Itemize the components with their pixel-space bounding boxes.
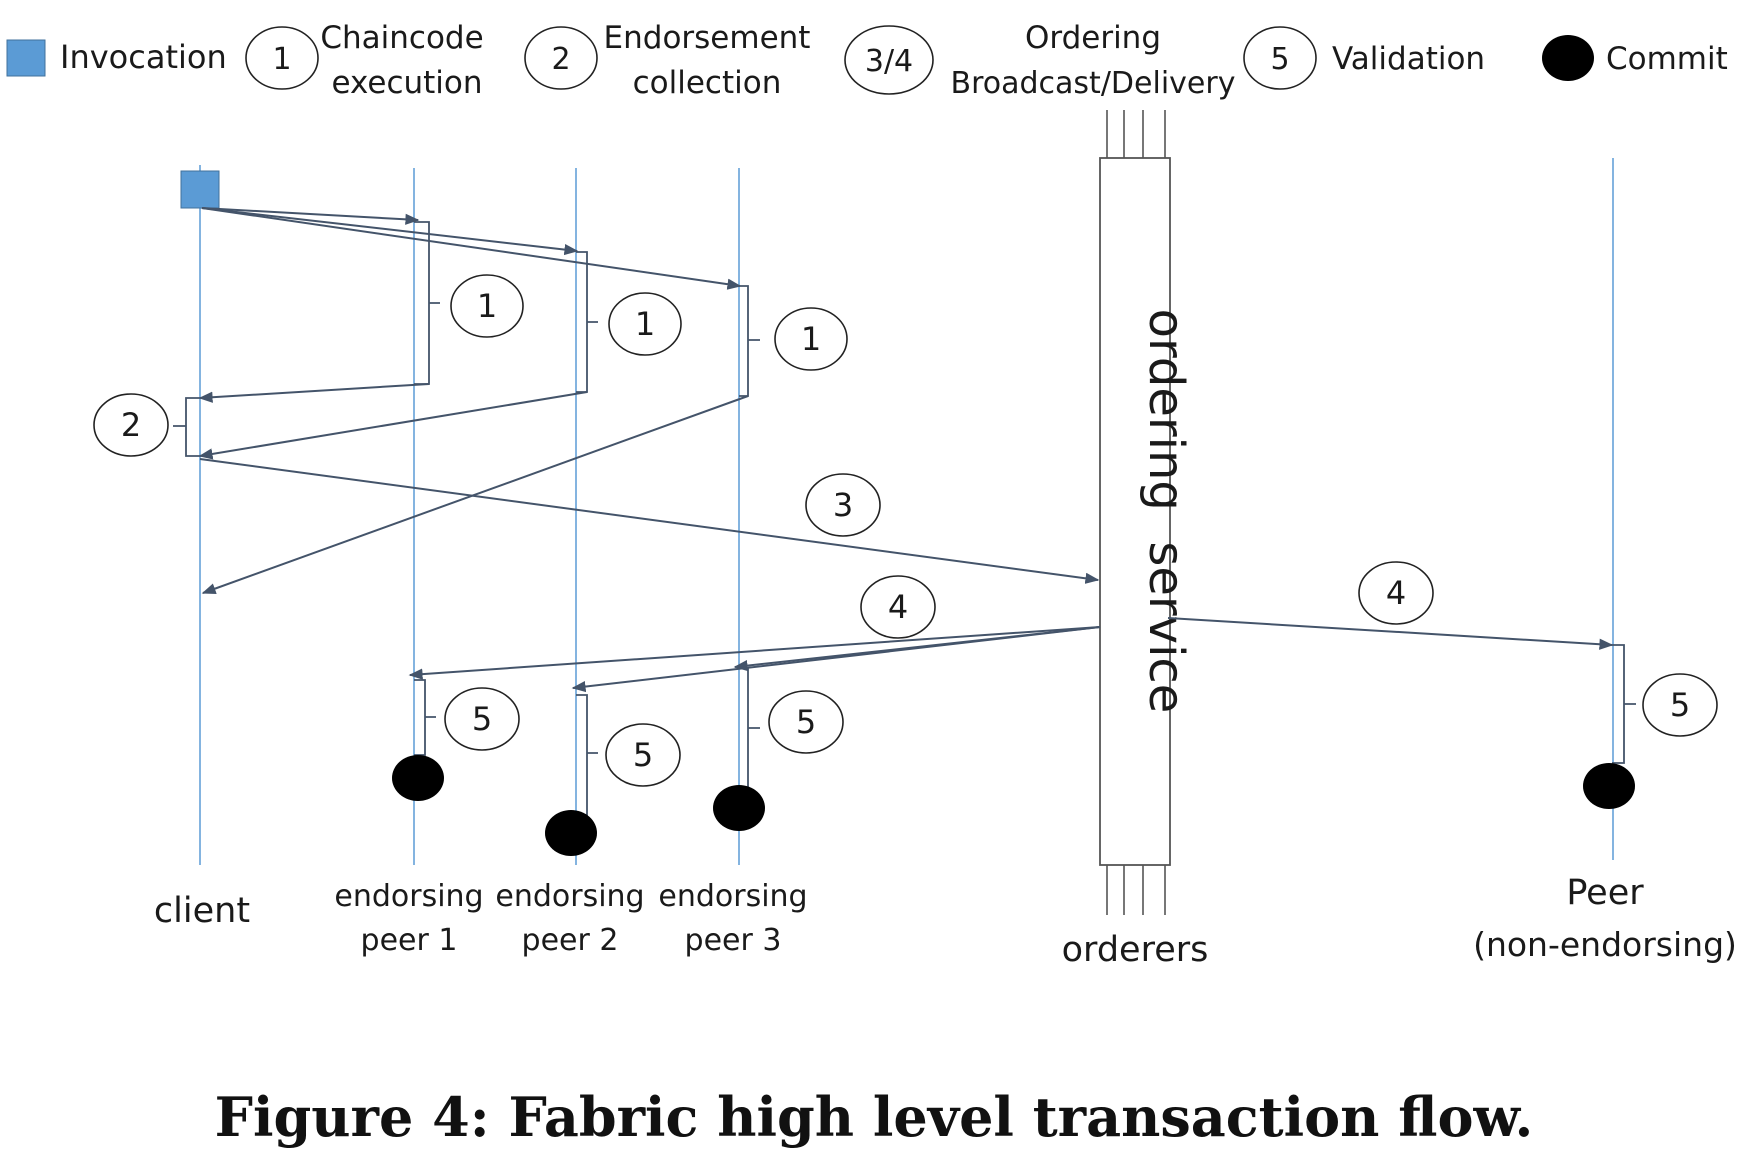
- deliver-arrow-peer3: [733, 626, 1101, 672]
- legend-invocation: Invocation: [60, 38, 227, 76]
- step-label-exec-peer1: 1: [477, 287, 497, 325]
- step-label-deliver-right: 4: [1386, 574, 1406, 612]
- actor-labels: client endorsing peer 1 endorsing peer 2…: [154, 873, 1737, 970]
- step-label-validate-peer3: 5: [796, 703, 816, 741]
- exec-brace-peer3: [739, 285, 760, 397]
- invocation-legend-square: [6, 39, 46, 77]
- legend-endorsement-marker: 2: [551, 42, 570, 77]
- legend-ordering-line2: Broadcast/Delivery: [951, 66, 1236, 101]
- peer3-label-line1: endorsing: [658, 879, 807, 914]
- step-bubble-validate-peer-nonendorsing: [1642, 673, 1718, 737]
- legend-endorsement-line2: collection: [633, 65, 782, 101]
- step-label-broadcast: 3: [833, 486, 853, 524]
- step-bubble-validate-peer1: [444, 687, 520, 751]
- commit-dot-peer1: [392, 755, 444, 801]
- exec-brace-peer2: [576, 251, 598, 393]
- step-bubble-collect: [93, 393, 169, 457]
- arrows: [198, 207, 1614, 693]
- step-label-validate-peer1: 5: [472, 700, 492, 738]
- step-bubble-exec-peer2: [608, 292, 682, 356]
- step-label-exec-peer3: 1: [801, 320, 821, 358]
- step-bubbles: 1 1 1 2 3 4 4 5 5 5 5: [93, 274, 1718, 787]
- legend-ordering-marker: 3/4: [865, 44, 913, 79]
- invocation-square: [180, 170, 220, 209]
- legend-chaincode-line2: execution: [331, 65, 482, 101]
- step-bubble-validate-peer2: [605, 723, 681, 787]
- commit-dot-peer-nonendorsing: [1583, 763, 1635, 809]
- legend-chaincode-marker: 1: [272, 42, 291, 77]
- step-label-validate-peer2: 5: [633, 736, 653, 774]
- legend-chaincode-line1: Chaincode: [320, 20, 483, 56]
- commit-dot-peer2: [545, 810, 597, 856]
- peer3-label-line2: peer 3: [685, 923, 782, 958]
- deliver-arrow-peer-nonendorsing: [1167, 617, 1614, 650]
- peer1-label-line2: peer 1: [361, 923, 458, 958]
- proposal-arrow-peer3: [201, 207, 742, 290]
- figure-caption: Figure 4: Fabric high level transaction …: [215, 1085, 1534, 1149]
- validate-brace-peer2: [576, 694, 598, 816]
- commits: [392, 755, 1635, 856]
- legend-commit-dot: [1542, 35, 1594, 81]
- endorsement-arrow-peer1: [198, 383, 430, 403]
- legend-commit: Commit: [1606, 41, 1728, 77]
- step-label-deliver-left: 4: [888, 588, 908, 626]
- peer-nonendorsing-label-line1: Peer: [1566, 873, 1644, 913]
- deliver-arrow-peer1: [408, 626, 1101, 680]
- broadcast-arrow: [199, 458, 1100, 584]
- legend-validation-bubble: [1243, 26, 1317, 90]
- step-bubble-exec-peer1: [450, 274, 524, 338]
- proposal-arrow-peer1: [201, 207, 420, 225]
- orderers-label: orderers: [1062, 930, 1209, 970]
- commit-dot-peer3: [713, 785, 765, 831]
- legend-chaincode-bubble: [245, 26, 319, 90]
- legend: Invocation 1 Chaincode execution 2 Endor…: [6, 20, 1728, 101]
- proposal-arrow-peer2: [201, 207, 579, 256]
- legend-endorsement-bubble: [524, 26, 598, 90]
- step-bubble-deliver-left: [860, 575, 936, 639]
- ordering-service: ordering service: [1099, 110, 1194, 915]
- braces: [173, 221, 1636, 816]
- legend-validation: Validation: [1332, 41, 1485, 77]
- step-bubble-validate-peer3: [768, 690, 844, 754]
- step-bubble-deliver-right: [1358, 561, 1434, 625]
- ordering-service-label: ordering service: [1138, 309, 1194, 714]
- step-bubble-exec-peer3: [774, 307, 848, 371]
- peer1-label-line1: endorsing: [334, 879, 483, 914]
- validate-brace-peer-nonendorsing: [1612, 644, 1636, 764]
- legend-ordering-bubble: [844, 25, 934, 95]
- collect-brace: [173, 397, 200, 457]
- legend-endorsement-line1: Endorsement: [604, 20, 811, 56]
- ordering-service-box: [1099, 157, 1171, 866]
- legend-ordering-line1: Ordering: [1025, 20, 1161, 56]
- step-label-collect: 2: [121, 406, 141, 444]
- step-bubble-broadcast: [805, 473, 881, 537]
- step-label-exec-peer2: 1: [635, 305, 655, 343]
- validate-brace-peer1: [414, 679, 436, 756]
- step-label-validate-peer-nonendorsing: 5: [1670, 686, 1690, 724]
- exec-brace-peer1: [414, 221, 440, 385]
- peer2-label-line2: peer 2: [522, 923, 619, 958]
- validate-brace-peer3: [739, 667, 760, 791]
- client-label: client: [154, 891, 250, 931]
- endorsement-arrow-peer2: [198, 391, 588, 460]
- legend-validation-marker: 5: [1270, 42, 1289, 77]
- endorsement-arrow-peer3: [201, 395, 749, 594]
- peer2-label-line1: endorsing: [495, 879, 644, 914]
- peer-nonendorsing-label-line2: (non-endorsing): [1473, 925, 1737, 964]
